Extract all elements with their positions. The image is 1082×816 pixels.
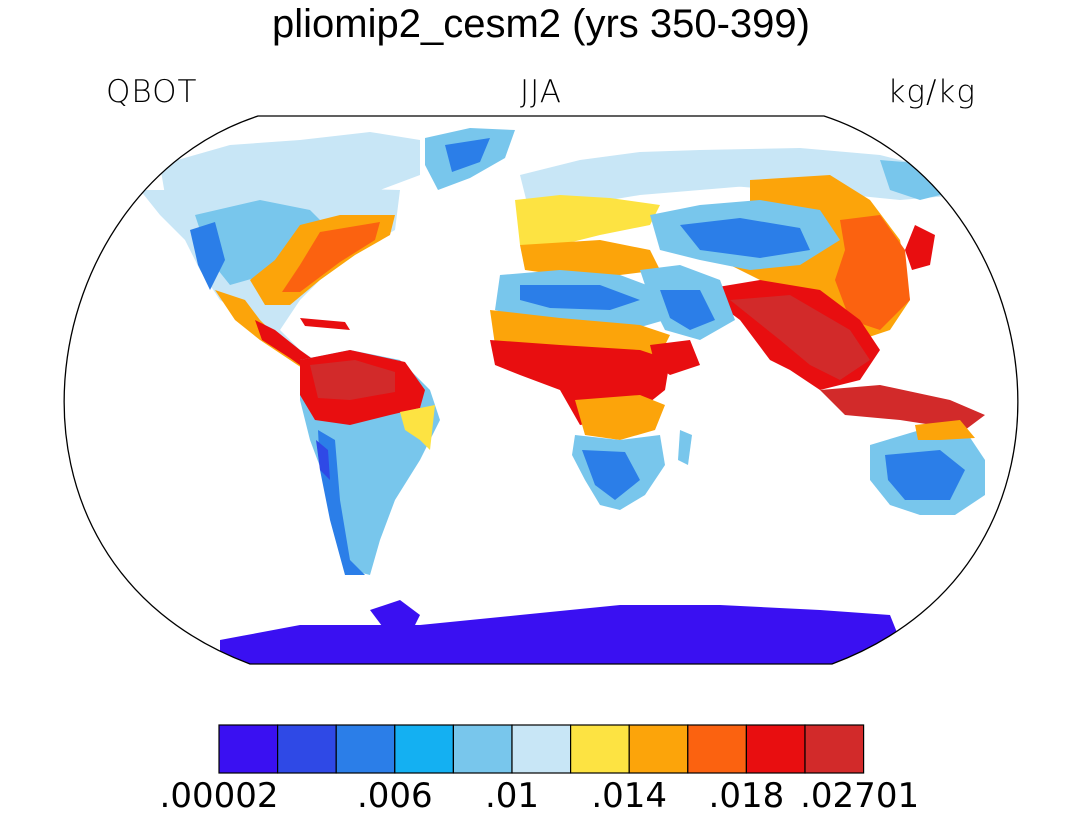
colorbar-box	[511, 724, 572, 774]
colorbar-box	[277, 724, 337, 774]
north-america-rockies	[190, 222, 225, 290]
colorbar-tick-label: .00002	[159, 776, 279, 816]
colorbar-box	[335, 724, 396, 774]
amazon-core	[310, 360, 395, 400]
mediterranean-coast	[520, 240, 660, 275]
maritime-se-asia	[820, 385, 985, 430]
colorbar-box	[745, 724, 806, 774]
south-asia-core	[730, 295, 870, 380]
colorbar-box	[452, 724, 513, 774]
colorbar-box	[804, 724, 865, 774]
central-asia-dry	[680, 218, 810, 258]
caribbean-islands	[300, 318, 350, 330]
africa-equatorial	[575, 395, 665, 440]
madagascar	[678, 430, 692, 465]
western-europe	[515, 195, 660, 245]
colorbar-tick-label: .006	[356, 776, 433, 816]
new-zealand	[985, 505, 1018, 548]
sahara-core	[520, 285, 640, 310]
china-east	[835, 215, 910, 330]
colorbar	[218, 724, 865, 774]
australia-north	[915, 420, 975, 440]
brazil-coast	[400, 405, 435, 450]
greenland-core	[445, 138, 490, 172]
andes-south	[318, 430, 365, 575]
colorbar-tick-label: .018	[708, 776, 785, 816]
colorbar-tick-label: .014	[591, 776, 668, 816]
southern-africa-dry	[582, 450, 640, 500]
variable-label: QBOT	[106, 74, 198, 110]
colorbar-box	[687, 724, 747, 774]
units-label: kg/kg	[887, 74, 976, 110]
colorbar-tick-label: .01	[484, 776, 540, 816]
antarctica	[220, 605, 900, 664]
arabia-interior	[660, 290, 715, 330]
andes-core	[316, 440, 330, 480]
season-label: JJA	[520, 74, 562, 110]
north-america-interior	[195, 200, 330, 285]
map-outline	[63, 115, 1019, 665]
land-fill-layer	[140, 128, 1018, 664]
map-title: pliomip2_cesm2 (yrs 350-399)	[271, 2, 810, 46]
arctic-north-america	[160, 132, 420, 200]
horn-of-africa	[650, 340, 700, 375]
japan	[905, 225, 935, 270]
colorbar-box	[218, 724, 279, 774]
colorbar-tick-label: .02701	[800, 776, 920, 816]
australia-interior	[885, 450, 965, 500]
colorbar-box	[394, 724, 454, 774]
colorbar-box	[569, 724, 630, 774]
colorbar-box	[628, 724, 689, 774]
us-southeast	[282, 222, 380, 292]
